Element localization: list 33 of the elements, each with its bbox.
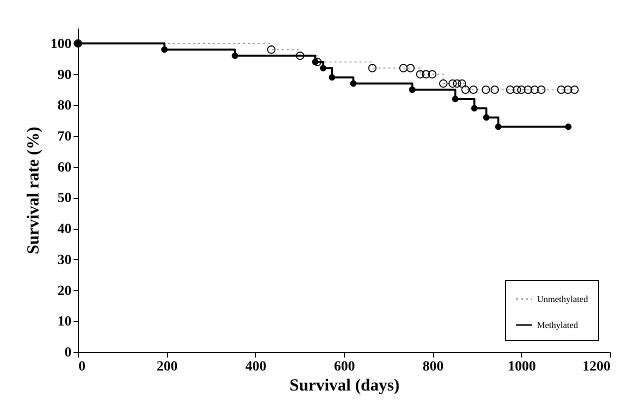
point — [409, 86, 416, 93]
y-tick-label: 50 — [58, 191, 72, 206]
x-tick-label: 600 — [334, 360, 355, 374]
x-tick-label: 400 — [245, 360, 266, 374]
y-tick-label: 40 — [58, 222, 72, 238]
x-tick-label: 200 — [156, 360, 178, 374]
y-tick-label: 0 — [64, 346, 72, 360]
point — [232, 52, 238, 60]
legend-label: Methylated — [537, 320, 578, 330]
x-tick-label: 1000 — [508, 360, 536, 374]
y-tick-label: 30 — [58, 252, 72, 268]
y-tick-label: 60 — [58, 160, 72, 176]
point — [161, 46, 168, 53]
point — [350, 80, 357, 87]
point — [320, 64, 326, 72]
y-tick-label: 70 — [58, 130, 72, 144]
x-tick-label: 800 — [422, 360, 444, 374]
y-tick-label: 90 — [58, 68, 72, 83]
x-axis-title: Survival (days) — [289, 376, 400, 394]
point — [483, 114, 490, 121]
x-tick-label: 0 — [78, 360, 86, 374]
y-tick-label: 100 — [50, 36, 72, 52]
point — [452, 96, 459, 102]
point — [565, 124, 572, 130]
point — [495, 124, 502, 130]
y-axis-title: Survival rate (%) — [24, 126, 42, 254]
y-tick-label: 20 — [58, 284, 72, 299]
y-tick-label: 10 — [58, 314, 72, 330]
point — [328, 74, 336, 81]
x-tick-label: 1200 — [582, 360, 610, 374]
point — [471, 104, 478, 112]
legend-label: Unmethylated — [537, 294, 588, 304]
y-tick-label: 80 — [58, 98, 72, 114]
